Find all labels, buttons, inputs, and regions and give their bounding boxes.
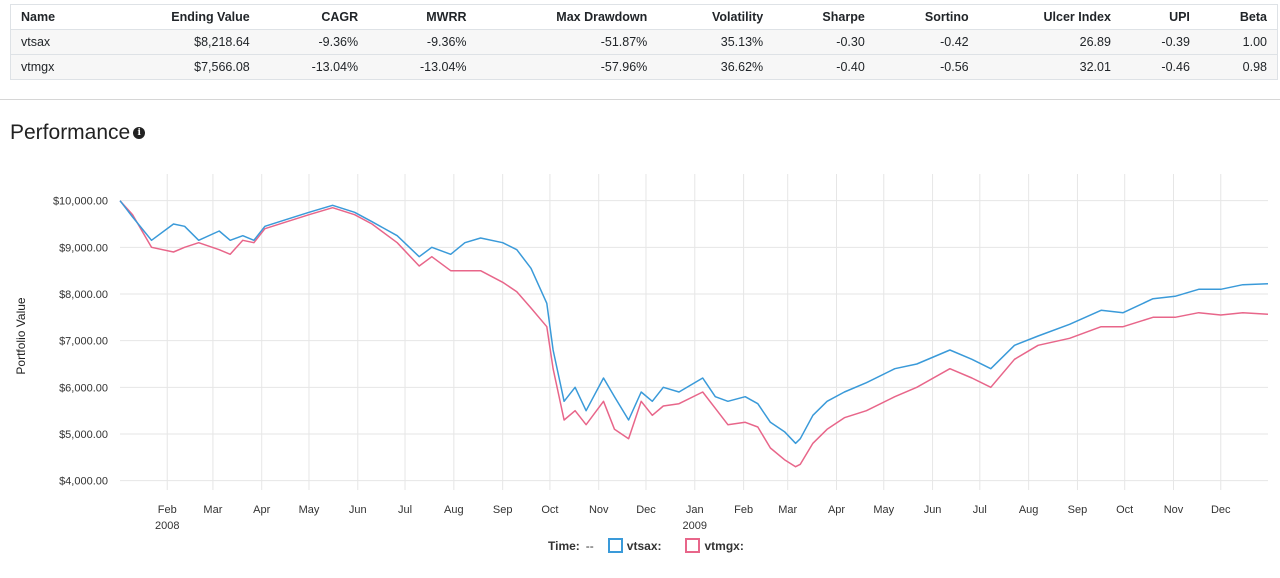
y-tick-label: $4,000.00 — [59, 476, 108, 488]
column-header[interactable]: CAGR — [259, 4, 369, 30]
table-cell: 1.00 — [1199, 29, 1278, 55]
y-tick-label: $6,000.00 — [59, 382, 108, 394]
x-tick-label: Oct — [1116, 504, 1133, 516]
table-cell: 26.89 — [978, 29, 1121, 55]
table-cell: -57.96% — [476, 54, 658, 80]
y-tick-label: $8,000.00 — [59, 289, 108, 301]
table-cell: -9.36% — [368, 29, 477, 55]
table-cell: -51.87% — [476, 29, 658, 55]
y-tick-label: $7,000.00 — [59, 336, 108, 348]
legend-label: vtmgx: — [704, 538, 744, 553]
x-tick-label: Sep — [1068, 504, 1088, 516]
y-tick-label: $5,000.00 — [59, 429, 108, 441]
x-tick-label: Feb — [734, 504, 753, 516]
legend-swatch — [607, 538, 623, 553]
x-tick-label: Mar — [778, 504, 797, 516]
x-tick-label: Nov — [1164, 504, 1184, 516]
x-year-label: 2008 — [155, 520, 179, 532]
info-icon[interactable]: i — [133, 127, 146, 139]
column-header[interactable]: Sharpe — [773, 4, 875, 30]
x-tick-label: Apr — [828, 504, 845, 516]
table-cell: -13.04% — [259, 54, 369, 80]
x-tick-label: Aug — [1019, 504, 1039, 516]
section-divider — [0, 99, 1280, 100]
column-header[interactable]: Volatility — [657, 4, 774, 30]
y-axis-label: Portfolio Value — [14, 297, 28, 374]
x-tick-label: Mar — [203, 504, 222, 516]
column-header[interactable]: Beta — [1199, 4, 1278, 30]
table-cell: -0.42 — [874, 29, 979, 55]
table-cell: vtsax — [10, 29, 100, 55]
x-tick-label: Jul — [973, 504, 987, 516]
section-title: Performance — [10, 121, 131, 144]
table-cell: -9.36% — [259, 29, 369, 55]
legend-item-vtmgx[interactable]: vtmgx: — [685, 538, 744, 553]
table-cell: -0.40 — [773, 54, 875, 80]
chart-legend: Time: -- vtsax: vtmgx: — [548, 538, 768, 553]
table-cell: -0.46 — [1120, 54, 1200, 80]
column-header[interactable]: Sortino — [874, 4, 979, 30]
performance-header: Performance i — [10, 121, 146, 145]
table-cell: vtmgx — [10, 54, 100, 80]
table-cell: 0.98 — [1199, 54, 1278, 80]
stats-table: Name Ending Value CAGR MWRR Max Drawdown… — [10, 4, 1278, 80]
y-tick-label: $9,000.00 — [59, 242, 108, 254]
x-tick-label: Jan — [686, 504, 704, 516]
time-value: -- — [585, 538, 594, 553]
table-cell: 36.62% — [657, 54, 774, 80]
column-header[interactable]: Ulcer Index — [978, 4, 1121, 30]
x-tick-label: Jun — [924, 504, 942, 516]
column-header[interactable]: UPI — [1120, 4, 1200, 30]
x-tick-label: Sep — [493, 504, 513, 516]
table-cell: -0.30 — [773, 29, 875, 55]
x-tick-label: Dec — [636, 504, 656, 516]
legend-swatch — [685, 538, 701, 553]
x-tick-label: Dec — [1211, 504, 1231, 516]
table-cell: $7,566.08 — [99, 54, 260, 80]
x-tick-label: Nov — [589, 504, 609, 516]
series-line-vtmgx — [119, 200, 1269, 468]
table-cell: 32.01 — [978, 54, 1121, 80]
column-header[interactable]: MWRR — [368, 4, 477, 30]
x-tick-label: Oct — [541, 504, 558, 516]
table-cell: -0.39 — [1120, 29, 1200, 55]
table-cell: -13.04% — [368, 54, 477, 80]
table-cell: -0.56 — [874, 54, 979, 80]
column-header[interactable]: Name — [10, 4, 100, 30]
x-tick-label: May — [299, 504, 320, 516]
column-header[interactable]: Max Drawdown — [476, 4, 658, 30]
table-row: vtsax $8,218.64 -9.36% -9.36% -51.87% 35… — [10, 29, 1278, 55]
table-row: vtmgx $7,566.08 -13.04% -13.04% -57.96% … — [10, 54, 1278, 80]
table-header-row: Name Ending Value CAGR MWRR Max Drawdown… — [10, 4, 1278, 30]
x-tick-label: Jul — [398, 504, 412, 516]
time-label: Time: — [548, 538, 580, 553]
x-year-label: 2009 — [683, 520, 707, 532]
series-line-vtsax — [119, 200, 1269, 445]
x-tick-label: May — [873, 504, 894, 516]
y-tick-label: $10,000.00 — [53, 196, 108, 208]
x-tick-label: Apr — [253, 504, 270, 516]
x-tick-label: Aug — [444, 504, 464, 516]
table-cell: 35.13% — [657, 29, 774, 55]
x-tick-label: Feb — [158, 504, 177, 516]
legend-label: vtsax: — [626, 538, 662, 553]
table-cell: $8,218.64 — [99, 29, 260, 55]
legend-item-vtsax[interactable]: vtsax: — [607, 538, 662, 553]
x-tick-label: Jun — [349, 504, 367, 516]
performance-chart[interactable]: $4,000.00 $5,000.00 $6,000.00 $7,000.00 $8,0… — [0, 160, 1280, 535]
column-header[interactable]: Ending Value — [99, 4, 260, 30]
